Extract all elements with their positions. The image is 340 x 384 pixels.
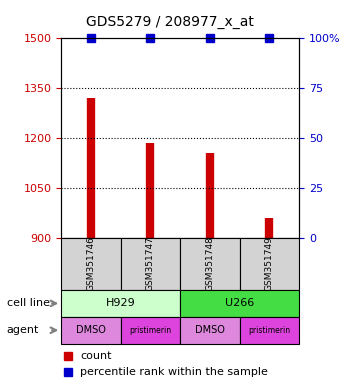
FancyBboxPatch shape [61, 290, 180, 317]
Text: percentile rank within the sample: percentile rank within the sample [80, 366, 268, 377]
Text: pristimerin: pristimerin [249, 326, 290, 335]
Text: cell line: cell line [7, 298, 50, 308]
Text: DMSO: DMSO [76, 325, 106, 335]
Text: count: count [80, 351, 112, 361]
Text: agent: agent [7, 325, 39, 335]
Text: GSM351749: GSM351749 [265, 237, 274, 291]
FancyBboxPatch shape [121, 317, 180, 344]
FancyBboxPatch shape [240, 238, 299, 290]
Text: GSM351746: GSM351746 [86, 237, 96, 291]
FancyBboxPatch shape [180, 317, 240, 344]
Text: pristimerin: pristimerin [130, 326, 171, 335]
Text: DMSO: DMSO [195, 325, 225, 335]
FancyBboxPatch shape [61, 317, 121, 344]
Text: U266: U266 [225, 298, 254, 308]
FancyBboxPatch shape [121, 238, 180, 290]
Text: H929: H929 [106, 298, 136, 308]
Text: GSM351747: GSM351747 [146, 237, 155, 291]
Text: GSM351748: GSM351748 [205, 237, 215, 291]
FancyBboxPatch shape [61, 238, 121, 290]
FancyBboxPatch shape [180, 238, 240, 290]
Text: GDS5279 / 208977_x_at: GDS5279 / 208977_x_at [86, 15, 254, 29]
FancyBboxPatch shape [240, 317, 299, 344]
FancyBboxPatch shape [180, 290, 299, 317]
